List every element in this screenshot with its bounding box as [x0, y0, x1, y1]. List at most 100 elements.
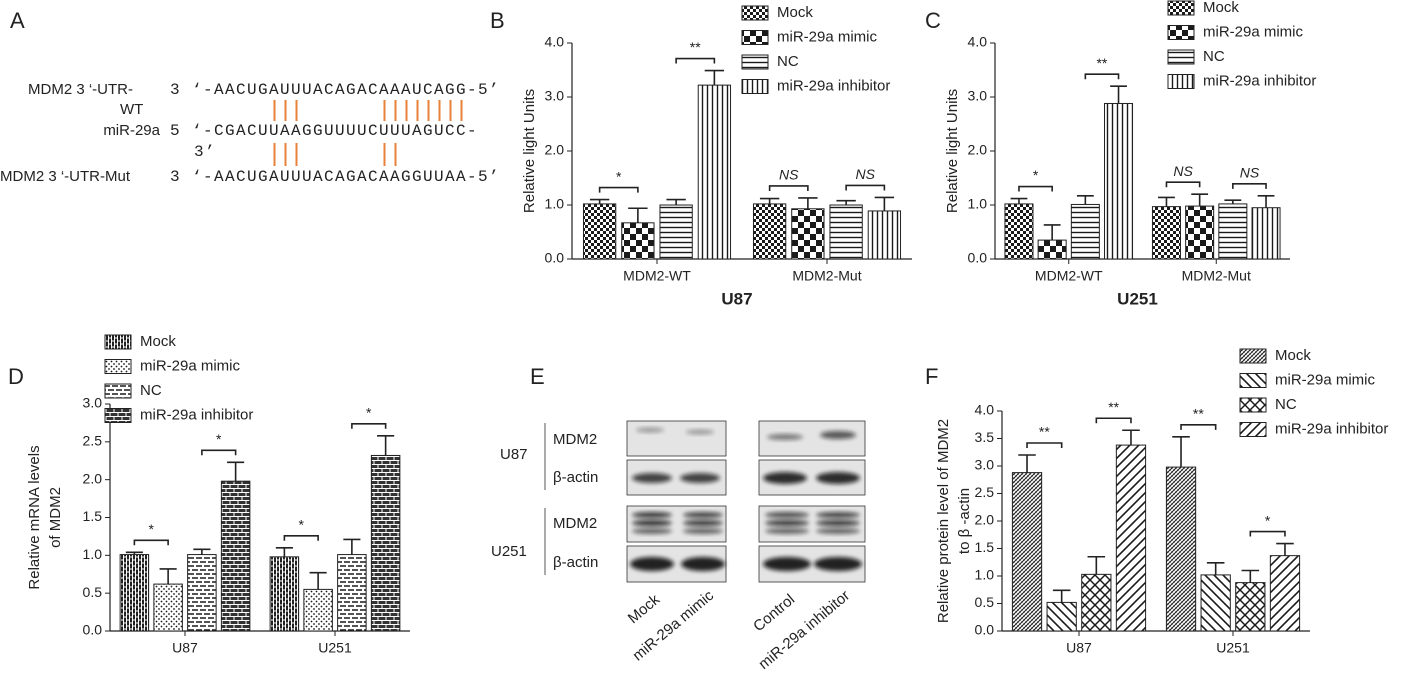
y-axis-label: to β -actin — [956, 488, 973, 554]
error-bar — [343, 538, 361, 555]
y-axis-label: of MDM2 — [47, 487, 64, 548]
significance-label: * — [1033, 167, 1039, 183]
panel-label: D — [8, 364, 24, 389]
bar — [1004, 203, 1034, 260]
significance-bracket — [1018, 185, 1053, 192]
bar — [829, 204, 863, 260]
band — [632, 512, 672, 518]
significance-bracket — [598, 186, 639, 193]
bar — [582, 203, 617, 260]
y-tick-label: 0.0 — [968, 250, 988, 266]
error-bar — [589, 198, 610, 204]
band — [681, 557, 725, 571]
y-tick-label: 3.0 — [975, 457, 995, 473]
bar — [370, 454, 401, 632]
error-bar — [309, 571, 327, 590]
bar — [187, 554, 217, 632]
bar — [1165, 466, 1197, 632]
y-axis-label: Relative protein level of MDM2 — [935, 419, 952, 623]
legend-label: miR-29a inhibitor — [140, 406, 253, 423]
legend-swatch — [741, 79, 769, 94]
significance-bracket — [675, 57, 716, 64]
bar — [791, 208, 825, 260]
band — [632, 520, 672, 526]
band — [683, 520, 723, 526]
bar — [303, 588, 333, 632]
bar — [659, 204, 693, 260]
y-tick-label: 2.0 — [975, 512, 995, 528]
bar — [1200, 574, 1231, 632]
y-tick-label: 2.5 — [975, 484, 995, 500]
legend-swatch — [1239, 422, 1267, 437]
legend-label: NC — [1203, 48, 1225, 65]
band — [820, 431, 856, 439]
legend-swatch — [1239, 348, 1267, 364]
y-tick-label: 3.0 — [545, 88, 565, 104]
error-bar — [1241, 569, 1260, 583]
bar — [1251, 207, 1281, 260]
significance-label: * — [299, 516, 305, 532]
legend-swatch — [104, 359, 132, 374]
error-bar — [1110, 85, 1127, 104]
band — [816, 472, 860, 484]
significance-label: NS — [1173, 163, 1193, 179]
error-bar — [377, 434, 395, 456]
band — [816, 512, 860, 518]
legend-swatch — [1167, 0, 1195, 16]
significance-bracket — [1249, 530, 1286, 537]
significance-label: ** — [1096, 55, 1107, 71]
y-tick-label: 3.0 — [83, 395, 103, 411]
legend-swatch — [1239, 373, 1267, 388]
error-bar — [1052, 589, 1071, 603]
y-tick-label: 1.0 — [975, 567, 995, 583]
y-axis-label: Relative light Units — [944, 89, 961, 213]
significance-bracket — [1084, 73, 1120, 80]
bar — [337, 554, 367, 632]
y-tick-label: 1.0 — [83, 546, 103, 562]
blot — [626, 420, 727, 457]
legend-label: miR-29a mimic — [140, 357, 241, 374]
chart: C 0.0 1.0 2.0 3.0 4.0 Relative light Units U251… — [925, 0, 1316, 308]
error-bar — [1087, 555, 1106, 575]
y-tick-label: 4.0 — [545, 34, 565, 50]
band — [632, 528, 672, 534]
wt-label: WT — [120, 101, 143, 118]
bar — [621, 222, 655, 260]
band — [763, 472, 807, 484]
y-tick-label: 0.0 — [545, 250, 565, 266]
base-pairs — [273, 100, 463, 166]
bar — [1081, 573, 1112, 632]
bar — [1235, 582, 1266, 632]
significance-bracket — [351, 422, 387, 429]
band — [816, 520, 860, 526]
error-bar — [836, 199, 856, 205]
y-axis-label: Relative light Units — [521, 89, 538, 213]
legend-label: Mock — [140, 333, 176, 350]
band — [630, 557, 674, 571]
y-axis-label: Relative mRNA levels — [26, 445, 43, 589]
lane-label: miR-29a inhibitor — [755, 587, 853, 673]
bar — [269, 556, 300, 632]
legend-label: NC — [1275, 396, 1297, 413]
y-tick-label: 2.0 — [545, 142, 565, 158]
mir-sequence: 5 ‘-CGACUUAAGGUUUUCUUUAGUCC- — [170, 122, 478, 140]
protein: MDM2 — [553, 515, 597, 532]
chart: B 0.0 1.0 2.0 3.0 4.0 Relative light Units U87 M… — [490, 4, 912, 308]
significance-bracket — [1232, 183, 1267, 189]
error-bar — [159, 568, 177, 585]
significance-bracket — [845, 184, 886, 191]
error-bar — [628, 207, 648, 223]
error-bar — [798, 197, 818, 209]
chart: F 0.0 0.5 1.0 1.5 2.0 2.5 3.0 3.5 4.0 Relative pro… — [925, 347, 1388, 656]
error-bar — [1172, 436, 1190, 468]
x-tick-label: U251 — [318, 640, 352, 656]
significance-label: ** — [1108, 399, 1119, 415]
significance-label: * — [1265, 512, 1271, 528]
error-bar — [1206, 562, 1225, 575]
lane-label: Control — [750, 591, 798, 635]
error-bar — [1010, 197, 1028, 204]
legend-swatch — [104, 334, 132, 350]
legend-swatch — [741, 5, 769, 21]
mut-sequence: 3 ‘-AACUGAUUUACAGACAAGGUUAA-5’ — [170, 168, 500, 186]
error-bar — [1158, 196, 1175, 207]
